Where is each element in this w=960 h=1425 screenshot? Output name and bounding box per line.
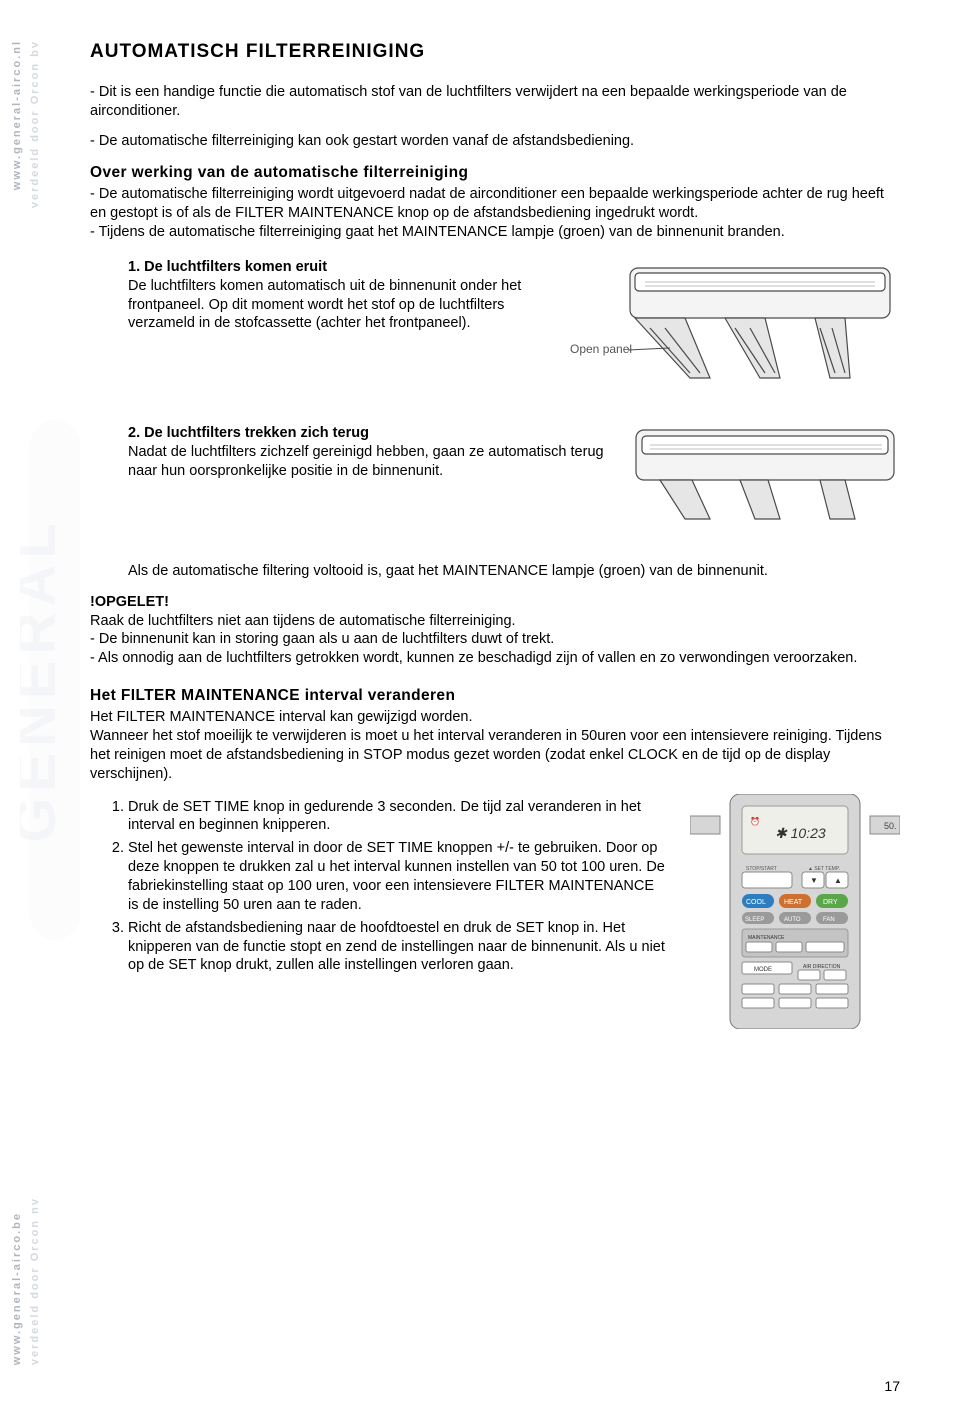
interval-step-3: Richt de afstandsbediening naar de hoofd… <box>128 919 676 976</box>
svg-text:▼: ▼ <box>810 876 818 885</box>
step1-block: 1. De luchtfilters komen eruit De luchtf… <box>128 258 552 333</box>
svg-text:▲: ▲ <box>834 876 842 885</box>
figure-unit-retract <box>630 424 900 534</box>
section-heading-interval: Het FILTER MAINTENANCE interval verander… <box>90 686 900 706</box>
step1-body: De luchtfilters komen automatisch uit de… <box>128 278 521 332</box>
step2-number: 2. <box>128 425 140 441</box>
svg-text:50.: 50. <box>884 821 897 831</box>
svg-text:COOL: COOL <box>746 899 766 906</box>
section2-para-2: Wanneer het stof moeilijk te verwijderen… <box>90 727 900 784</box>
figure-unit-open-panel: Open panel <box>570 258 900 398</box>
section2-para-1: Het FILTER MAINTENANCE interval kan gewi… <box>90 708 900 727</box>
figure-remote-control: 50. ⏰ ✱ 10:23 STOP/START ▲ SET TEMP. ▼ ▲… <box>690 794 900 1029</box>
step2-block: 2. De luchtfilters trekken zich terug Na… <box>128 424 612 481</box>
watermark-distrib-top: verdeeld door Orcon bv <box>28 40 42 208</box>
page-title: AUTOMATISCH FILTERREINIGING <box>90 40 900 65</box>
brand-logo-watermark: GENERAL <box>20 420 90 940</box>
svg-text:AIR DIRECTION: AIR DIRECTION <box>803 964 841 970</box>
opgelet-line-2: - De binnenunit kan in storing gaan als … <box>90 631 554 647</box>
svg-text:HEAT: HEAT <box>784 899 803 906</box>
svg-text:⏰: ⏰ <box>750 816 760 826</box>
svg-text:STOP/START: STOP/START <box>746 866 777 872</box>
interval-step-1: Druk de SET TIME knop in gedurende 3 sec… <box>128 798 676 836</box>
svg-text:GENERAL: GENERAL <box>20 517 68 843</box>
section1-para-1: - De automatische filterreiniging wordt … <box>90 185 900 223</box>
watermark-url-top: www.general-airco.nl <box>10 40 24 190</box>
svg-text:AUTO: AUTO <box>784 917 801 923</box>
interval-steps-list: Druk de SET TIME knop in gedurende 3 sec… <box>128 798 676 976</box>
svg-text:DRY: DRY <box>823 899 838 906</box>
figure-label-open-panel: Open panel <box>570 342 632 356</box>
svg-text:SLEEP: SLEEP <box>745 917 764 923</box>
svg-text:▲ SET TEMP.: ▲ SET TEMP. <box>808 866 840 872</box>
watermark-url-bottom: www.general-airco.be <box>10 1212 24 1365</box>
step1-title: De luchtfilters komen eruit <box>140 259 327 275</box>
svg-text:FAN: FAN <box>823 917 835 923</box>
intro-para-1: - Dit is een handige functie die automat… <box>90 83 900 121</box>
opgelet-line-3: - Als onnodig aan de luchtfilters getrok… <box>90 650 857 666</box>
step2-title: De luchtfilters trekken zich terug <box>140 425 369 441</box>
step2-body: Nadat de luchtfilters zichzelf gereinigd… <box>128 444 604 479</box>
svg-text:✱ 10:23: ✱ 10:23 <box>775 825 826 841</box>
opgelet-label: !OPGELET! <box>90 594 169 610</box>
interval-step-2: Stel het gewenste interval in door de SE… <box>128 839 676 914</box>
page-number: 17 <box>884 1377 900 1395</box>
section-heading-working: Over werking van de automatische filterr… <box>90 163 900 183</box>
watermark-distrib-bottom: verdeeld door Orcon nv <box>28 1197 42 1365</box>
section1-para-2: - Tijdens de automatische filterreinigin… <box>90 223 900 242</box>
step1-number: 1. <box>128 259 140 275</box>
svg-text:MODE: MODE <box>754 967 772 973</box>
done-text: Als de automatische filtering voltooid i… <box>128 562 900 581</box>
intro-para-2: - De automatische filterreiniging kan oo… <box>90 132 900 151</box>
opgelet-line-1: Raak de luchtfilters niet aan tijdens de… <box>90 613 516 629</box>
svg-text:MAINTENANCE: MAINTENANCE <box>748 935 785 941</box>
